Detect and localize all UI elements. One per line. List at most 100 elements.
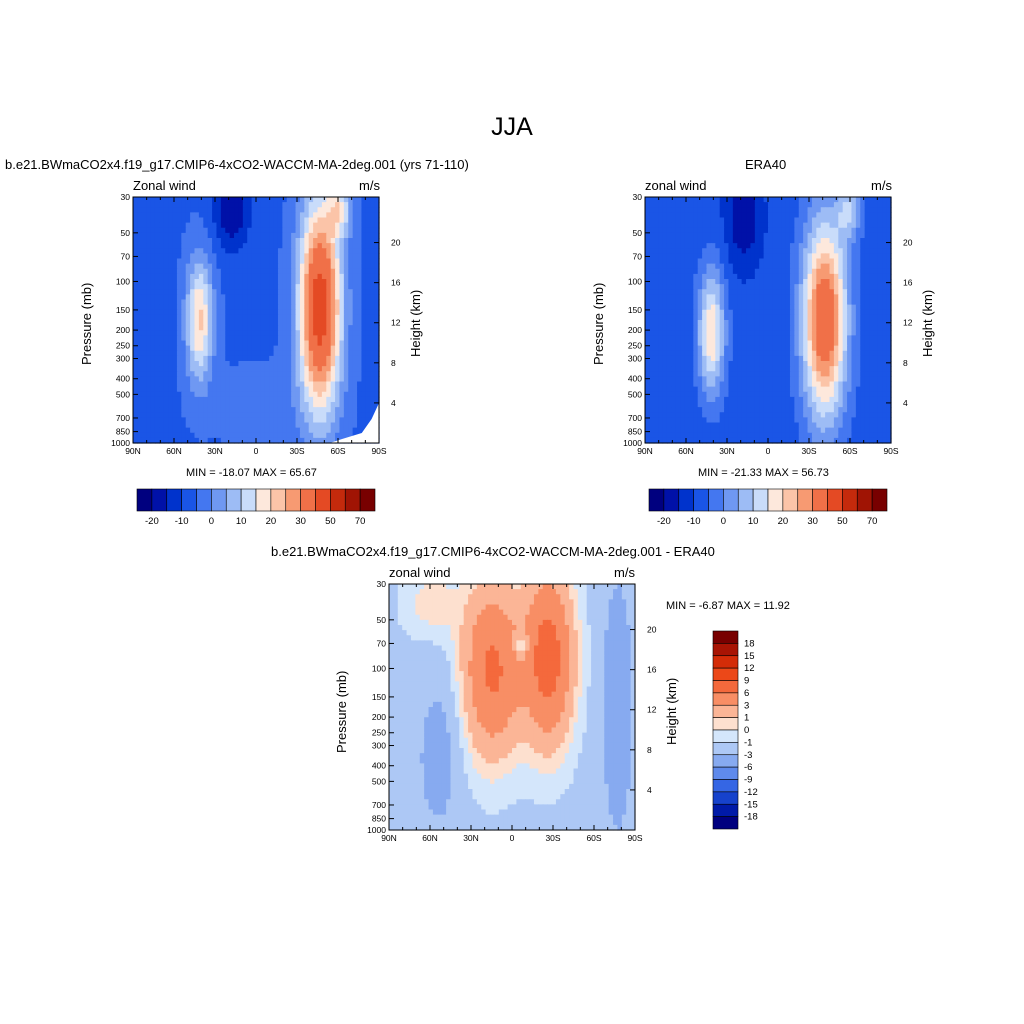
panel1-terrain-mask — [329, 403, 379, 443]
panel1-colorbar-label: 70 — [355, 516, 366, 527]
panel3-colorbar-label: -1 — [744, 737, 752, 748]
panel1-x-tick-label: 60N — [166, 446, 182, 456]
panel1-y2-tick-label: 8 — [391, 358, 396, 368]
panel3-colorbar-label: -6 — [744, 762, 752, 773]
panel3-colorbar-label: -3 — [744, 750, 752, 761]
panel2-x-tick-label: 90N — [637, 446, 653, 456]
panel1-y-tick-label: 150 — [116, 305, 130, 315]
panel1-y-tick-label: 100 — [116, 276, 130, 286]
panel2-y2-tick-label: 12 — [903, 318, 913, 328]
panel3-colorbar-label: -12 — [744, 787, 758, 798]
panel3-y2-tick-label: 20 — [647, 625, 657, 635]
panel3-y-tick-label: 70 — [377, 638, 387, 648]
panel2-y2-axis-title: Height (km) — [920, 289, 935, 357]
panel3-y2-tick-label: 16 — [647, 665, 657, 675]
panel3-colorbar-label: 0 — [744, 725, 749, 736]
panel2-y-tick-label: 200 — [628, 325, 642, 335]
panel2-y-tick-label: 250 — [628, 341, 642, 351]
panel3-plot-area: 90N 60N 30N 0 30S 60S 90S 30 50 70 100 150 200 250 300… — [367, 579, 657, 843]
panel1-y-axis-title: Pressure (mb) — [79, 282, 94, 365]
panel2-title: ERA40 — [745, 157, 787, 172]
panel2-x-tick-label: 90S — [883, 446, 898, 456]
panel1-colorbar-label: 30 — [295, 516, 306, 527]
panel1-y-tick-label: 70 — [121, 251, 131, 261]
panel3-y-tick-label: 30 — [377, 579, 387, 589]
panel1-y2-tick-label: 4 — [391, 398, 396, 408]
panel2-y-tick-label: 150 — [628, 305, 642, 315]
panel2-y-axis-title: Pressure (mb) — [591, 282, 606, 365]
panel3-y-tick-label: 300 — [372, 741, 386, 751]
panel3-colorbar-label: 1 — [744, 713, 749, 724]
panel2-left-label: zonal wind — [645, 178, 707, 193]
panel3-x-tick-label: 0 — [510, 833, 515, 843]
panel1-x-tick-label: 60S — [330, 446, 345, 456]
panel3-y2-tick-label: 4 — [647, 785, 652, 795]
panel1-units: m/s — [359, 178, 380, 193]
panel3-y-tick-label: 50 — [377, 615, 387, 625]
panel2-plot-area: 90N 60N 30N 0 30S 60S 90S 30 50 70 100 150 200 250 300… — [623, 192, 913, 456]
panel2-colorbar-label: 20 — [778, 516, 789, 527]
panel2-y-tick-label: 850 — [628, 427, 642, 437]
panel1-y-tick-label: 850 — [116, 427, 130, 437]
panel3-colorbar-label: -9 — [744, 775, 752, 786]
panel2-x-tick-label: 60S — [842, 446, 857, 456]
panel1-x-tick-label: 90S — [371, 446, 386, 456]
panel2-units: m/s — [871, 178, 892, 193]
panel1-y2-tick-label: 20 — [391, 238, 401, 248]
panel1-y-tick-label: 200 — [116, 325, 130, 335]
panel3-left-label: zonal wind — [389, 565, 451, 580]
panel2-y-tick-label: 400 — [628, 374, 642, 384]
panel1-title: b.e21.BWmaCO2x4.f19_g17.CMIP6-4xCO2-WACC… — [5, 157, 469, 172]
panel2-x-tick-label: 30N — [719, 446, 735, 456]
panel1-colorbar-label: 0 — [209, 516, 214, 527]
panel1-colorbar-label: -20 — [145, 516, 159, 527]
panel3-y-tick-label: 400 — [372, 761, 386, 771]
panel3-x-tick-label: 30N — [463, 833, 479, 843]
panel2-y-tick-label: 30 — [633, 192, 643, 202]
panel1-colorbar: -20 -10 0 10 20 30 50 70 — [136, 488, 376, 527]
panel3-min-max: MIN = -6.87 MAX = 11.92 — [666, 600, 790, 612]
panel2-y2-tick-label: 16 — [903, 278, 913, 288]
panel2-y-tick-label: 50 — [633, 228, 643, 238]
panel2-x-tick-label: 0 — [766, 446, 771, 456]
panel1-y2-tick-label: 12 — [391, 318, 401, 328]
panel2-colorbar-label: -10 — [687, 516, 701, 527]
panel3-y2-axis-title: Height (km) — [664, 677, 679, 745]
panel2-y2-tick-label: 4 — [903, 398, 908, 408]
panel3-y2-tick-label: 8 — [647, 745, 652, 755]
panel3-colorbar-label: 9 — [744, 676, 749, 687]
panel3-colorbar-label: -18 — [744, 812, 758, 823]
panel1-min-max: MIN = -18.07 MAX = 65.67 — [186, 467, 317, 479]
panel1-y2-axis-title: Height (km) — [408, 289, 423, 357]
panel1-y-tick-label: 50 — [121, 228, 131, 238]
panel3-units: m/s — [614, 565, 635, 580]
panel1-x-tick-label: 90N — [125, 446, 141, 456]
panel3-y-tick-label: 150 — [372, 692, 386, 702]
panel3-y-tick-label: 500 — [372, 776, 386, 786]
panel1-y-tick-label: 400 — [116, 374, 130, 384]
panel3-x-tick-label: 60S — [586, 833, 601, 843]
panel2-x-tick-label: 60N — [678, 446, 694, 456]
panel1-y-tick-label: 700 — [116, 413, 130, 423]
panel1-x-tick-label: 30N — [207, 446, 223, 456]
panel2-y-tick-label: 1000 — [623, 438, 642, 448]
panel3-y-tick-label: 100 — [372, 663, 386, 673]
panel3-colorbar-label: 15 — [744, 651, 755, 662]
panel2-colorbar: -20 -10 0 10 20 30 50 70 — [648, 488, 888, 527]
panel3-colorbar-label: 6 — [744, 688, 749, 699]
panel2-colorbar-label: 30 — [807, 516, 818, 527]
panel1-colorbar-label: -10 — [175, 516, 189, 527]
panel2-y2-tick-label: 20 — [903, 238, 913, 248]
panel3-colorbar-label: 12 — [744, 663, 755, 674]
panel1-plot-area: 90N 60N 30N 0 30S 60S 90S 30 50 70 100 150 200 250 300… — [111, 192, 401, 456]
panel1-colorbar-label: 10 — [236, 516, 247, 527]
panel3-colorbar-label: 3 — [744, 700, 749, 711]
panel3-y-tick-label: 850 — [372, 814, 386, 824]
panel2-colorbar-label: 10 — [748, 516, 759, 527]
panel2-colorbar-label: 0 — [721, 516, 726, 527]
panel1-y-tick-label: 250 — [116, 341, 130, 351]
panel3-y2-tick-label: 12 — [647, 705, 657, 715]
panel3-y-tick-label: 700 — [372, 800, 386, 810]
